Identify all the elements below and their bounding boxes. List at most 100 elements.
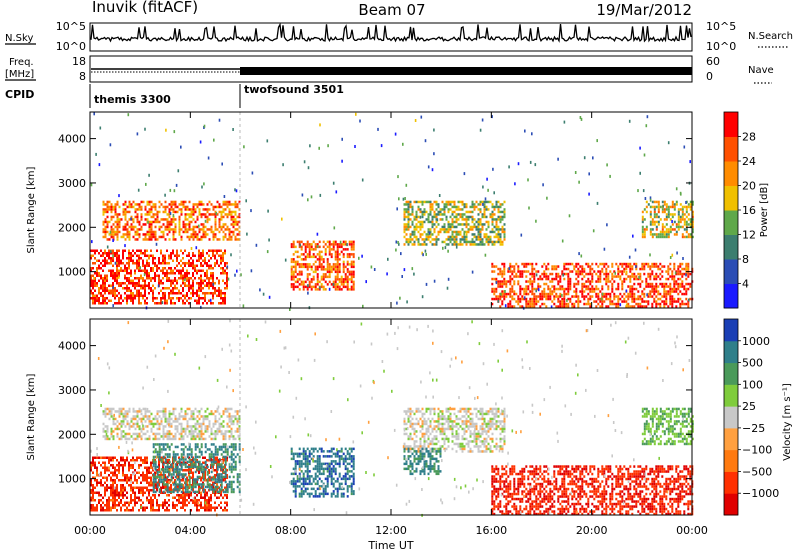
data-cell xyxy=(152,501,154,504)
data-cell xyxy=(180,501,182,504)
data-cell xyxy=(629,270,632,273)
data-cell xyxy=(92,297,94,300)
data-cell xyxy=(679,203,682,206)
data-cell xyxy=(114,279,116,282)
data-cell xyxy=(433,215,436,219)
data-cell xyxy=(198,213,201,216)
data-cell xyxy=(92,267,94,270)
data-cell xyxy=(453,243,456,246)
data-cell xyxy=(224,228,227,231)
data-cell xyxy=(202,254,204,257)
data-cell xyxy=(491,210,494,214)
data-cell xyxy=(493,213,496,216)
data-cell xyxy=(166,475,169,479)
data-cell xyxy=(615,287,618,291)
data-cell xyxy=(150,223,153,226)
data-cell xyxy=(294,265,297,269)
data-cell xyxy=(370,265,373,269)
data-cell xyxy=(132,279,134,282)
data-cell xyxy=(110,456,112,459)
data-cell xyxy=(495,233,498,236)
data-cell xyxy=(455,215,458,219)
colorbar-tick-label: 24 xyxy=(742,155,756,168)
data-cell xyxy=(689,223,692,226)
data-cell xyxy=(348,278,351,281)
data-cell xyxy=(122,464,124,467)
data-cell xyxy=(318,263,321,266)
data-cell xyxy=(332,240,335,244)
data-cell xyxy=(112,486,114,489)
data-cell xyxy=(292,288,295,291)
data-cell xyxy=(643,230,646,234)
data-cell xyxy=(182,463,185,466)
data-cell xyxy=(156,249,158,252)
data-cell xyxy=(178,501,180,504)
data-cell xyxy=(164,483,167,486)
data-cell xyxy=(134,215,137,219)
data-cell xyxy=(122,496,124,499)
data-cell xyxy=(659,267,662,271)
data-cell xyxy=(108,456,110,459)
data-cell xyxy=(120,506,122,509)
data-cell xyxy=(683,145,686,149)
data-cell xyxy=(138,491,140,494)
data-cell xyxy=(184,282,186,285)
data-cell xyxy=(665,213,668,216)
data-cell xyxy=(92,486,94,489)
data-cell xyxy=(683,287,686,291)
data-cell xyxy=(531,272,534,276)
data-cell xyxy=(497,238,500,241)
data-cell xyxy=(641,290,644,293)
data-cell xyxy=(200,496,202,499)
data-cell xyxy=(340,278,343,281)
data-cell xyxy=(124,213,127,216)
data-cell xyxy=(314,255,317,259)
data-cell xyxy=(308,265,311,269)
data-cell xyxy=(188,259,190,262)
data-cell xyxy=(639,285,642,288)
data-cell xyxy=(112,277,114,280)
data-cell xyxy=(555,305,558,308)
data-cell xyxy=(224,506,226,509)
data-cell xyxy=(100,456,102,459)
data-cell xyxy=(134,210,137,214)
data-cell xyxy=(214,282,216,285)
data-cell xyxy=(675,233,678,236)
data-cell xyxy=(683,285,686,288)
data-cell xyxy=(114,481,116,484)
data-cell xyxy=(642,189,645,193)
data-cell xyxy=(216,259,218,262)
data-cell xyxy=(413,240,416,244)
data-cell xyxy=(218,504,220,507)
data-cell xyxy=(200,287,202,290)
data-cell xyxy=(417,215,420,219)
data-cell xyxy=(497,218,500,221)
data-cell xyxy=(433,128,435,132)
data-cell xyxy=(110,292,112,295)
data-cell xyxy=(517,275,520,278)
data-cell xyxy=(674,271,677,275)
data-cell xyxy=(188,465,191,469)
data-cell xyxy=(238,230,241,234)
data-cell xyxy=(182,499,184,502)
data-cell xyxy=(681,262,684,266)
data-cell xyxy=(342,280,345,284)
data-cell xyxy=(600,297,603,301)
data-cell xyxy=(685,205,688,209)
data-cell xyxy=(118,302,120,305)
data-cell xyxy=(142,501,144,504)
data-cell xyxy=(174,465,177,469)
data-cell xyxy=(595,295,598,298)
data-cell xyxy=(98,501,100,504)
data-cell xyxy=(445,238,448,241)
data-cell xyxy=(108,499,110,502)
data-cell xyxy=(174,504,176,507)
beam-title: Beam 07 xyxy=(358,1,425,19)
data-cell xyxy=(206,485,209,489)
data-cell xyxy=(218,488,221,491)
data-cell xyxy=(435,200,438,204)
data-cell xyxy=(539,295,542,298)
colorbar-tick-label: 4 xyxy=(742,278,749,291)
data-cell xyxy=(210,499,212,502)
data-cell xyxy=(499,233,502,236)
